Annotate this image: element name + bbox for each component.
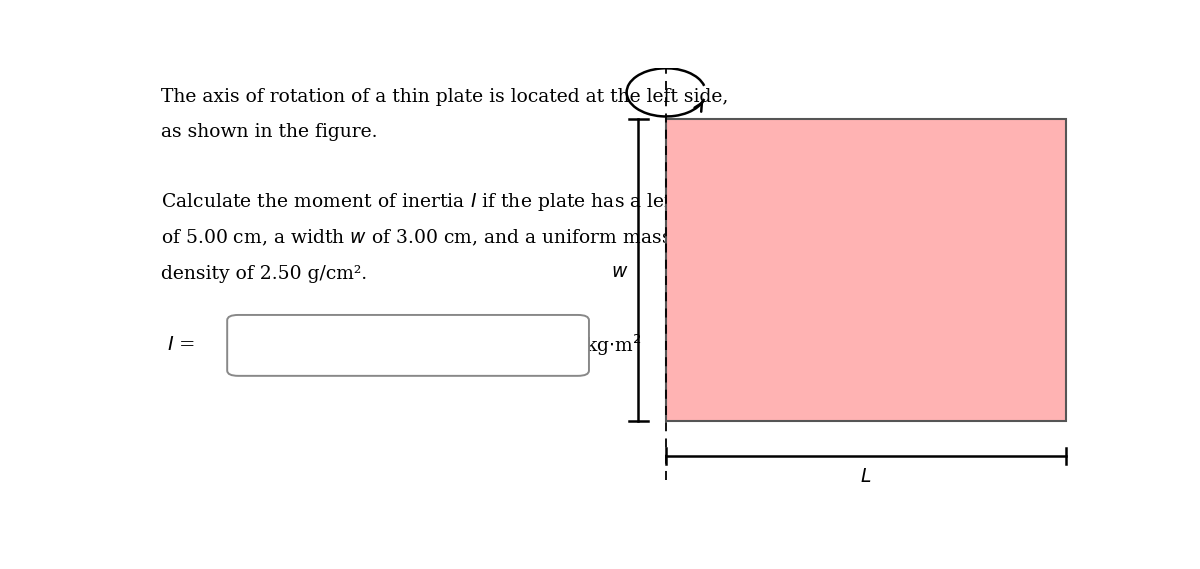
Text: density of 2.50 g/cm².: density of 2.50 g/cm². (161, 265, 367, 283)
Bar (666, 119, 1066, 421)
Text: $L$: $L$ (860, 468, 871, 485)
Text: $I$ =: $I$ = (167, 336, 196, 354)
Text: $w$: $w$ (611, 263, 629, 281)
Text: as shown in the figure.: as shown in the figure. (161, 123, 378, 141)
Text: of 5.00 cm, a width $w$ of 3.00 cm, and a uniform mass: of 5.00 cm, a width $w$ of 3.00 cm, and … (161, 228, 672, 249)
Text: Calculate the moment of inertia $I$ if the plate has a length $L$: Calculate the moment of inertia $I$ if t… (161, 191, 725, 213)
Text: The axis of rotation of a thin plate is located at the left side,: The axis of rotation of a thin plate is … (161, 88, 728, 106)
FancyBboxPatch shape (227, 315, 589, 376)
Text: kg$\cdot$m$^2$: kg$\cdot$m$^2$ (586, 332, 642, 358)
